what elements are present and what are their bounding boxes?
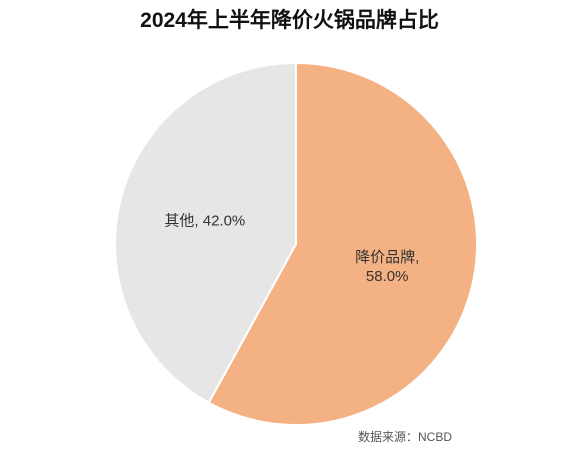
source-note: 数据来源：NCBD [358, 430, 453, 444]
pie-slice [207, 61, 478, 426]
data-label: 降价品牌, 58.0% [355, 249, 420, 286]
chart-title: 2024年上半年降价火锅品牌占比 [140, 9, 439, 32]
data-label: 其他, 42.0% [164, 212, 246, 230]
pie-slice [114, 61, 297, 404]
